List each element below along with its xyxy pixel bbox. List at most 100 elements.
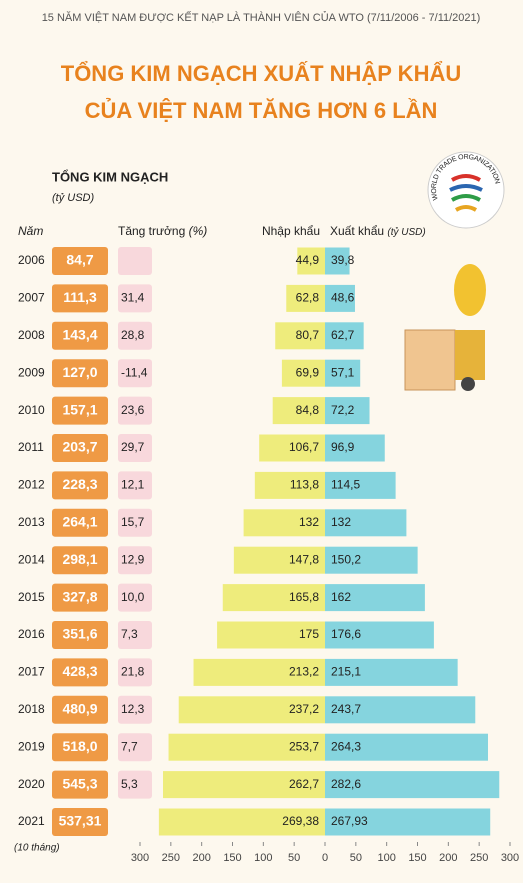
total-box: [52, 396, 108, 425]
growth-label: 10,0: [121, 590, 145, 604]
bar-label: 132: [299, 515, 319, 529]
title-line: TỔNG KIM NGẠCH XUẤT NHẬP KHẨU: [61, 61, 461, 86]
growth-box: [118, 434, 152, 462]
totals-unit: (tỷ USD): [52, 192, 95, 204]
category-label: 2008: [18, 328, 45, 342]
x-tick-label: 50: [288, 852, 300, 864]
bar: [325, 284, 355, 312]
bar: [286, 284, 325, 312]
total-box: [52, 359, 108, 388]
bar-label: 62,7: [331, 328, 355, 342]
bar: [254, 471, 325, 499]
bar-label: 147,8: [289, 552, 319, 566]
bar: [325, 621, 434, 649]
total-label: 157,1: [62, 401, 97, 417]
growth-box: [118, 621, 152, 649]
total-box: [52, 808, 108, 836]
x-tick-label: 250: [162, 852, 180, 864]
category-label: 2016: [18, 627, 45, 641]
category-label: 2014: [18, 552, 45, 566]
bar: [325, 658, 458, 686]
growth-label: 31,4: [121, 291, 145, 305]
logo-stroke: [451, 174, 481, 182]
growth-label: 15,7: [121, 515, 145, 529]
bar-label: 39,8: [331, 253, 355, 267]
bar: [325, 397, 370, 425]
growth-box: [118, 583, 152, 612]
bar: [243, 509, 325, 537]
category-label: 2018: [18, 702, 45, 716]
bar-label: 264,3: [331, 739, 361, 753]
growth-header: Tăng trưởng (%): [118, 224, 207, 238]
bar-label: 262,7: [289, 777, 319, 791]
total-label: 264,1: [62, 514, 97, 530]
bar-label: 269,38: [282, 814, 319, 828]
total-label: 203,7: [62, 439, 97, 455]
category-label: 2007: [18, 291, 45, 305]
bar: [325, 322, 364, 350]
growth-label: 7,7: [121, 739, 138, 753]
bar-label: 175: [299, 627, 319, 641]
growth-label: 12,9: [121, 552, 145, 566]
growth-box: [118, 695, 152, 724]
growth-box: [118, 658, 152, 687]
bar: [325, 584, 425, 612]
growth-box: [118, 546, 152, 575]
total-box: [52, 770, 108, 799]
bar-label: 176,6: [331, 627, 361, 641]
category-label: 2015: [18, 590, 45, 604]
category-label: Năm: [18, 224, 43, 238]
total-label: 84,7: [66, 252, 93, 268]
bar: [297, 247, 325, 275]
x-tick-label: 200: [192, 852, 210, 864]
bar-label: 69,9: [296, 365, 320, 379]
category-label: 2012: [18, 478, 45, 492]
growth-label: 12,3: [121, 702, 145, 716]
bar: [222, 584, 325, 612]
series-header: Xuất khẩu (tỷ USD): [330, 224, 426, 238]
bar: [325, 509, 407, 537]
category-label: 2006: [18, 253, 45, 267]
logo-stroke: [451, 194, 481, 202]
total-label: 480,9: [62, 701, 97, 717]
bar-label: 253,7: [289, 739, 319, 753]
total-box: [52, 471, 108, 500]
bar: [325, 546, 418, 574]
growth-label: 28,8: [121, 328, 145, 342]
total-box: [52, 321, 108, 350]
growth-box: [118, 359, 152, 388]
total-box: [52, 284, 108, 313]
growth-box: [118, 321, 152, 350]
growth-label: -11,4: [121, 365, 148, 379]
growth-box: [118, 471, 152, 500]
growth-label: 29,7: [121, 440, 145, 454]
bar-label: 267,93: [331, 814, 368, 828]
bar: [325, 733, 488, 761]
category-label: 2020: [18, 777, 45, 791]
bar: [325, 359, 361, 387]
box: [404, 329, 456, 391]
total-label: 545,3: [62, 775, 97, 791]
growth-label: 23,6: [121, 403, 145, 417]
bar-label: 162: [331, 590, 351, 604]
growth-name: Tăng trưởng: [118, 224, 185, 238]
bar: [217, 621, 325, 649]
bar-label: 215,1: [331, 665, 361, 679]
bar: [325, 696, 476, 724]
coin: [454, 264, 486, 316]
bar-label: 44,9: [296, 253, 320, 267]
category-label: 2013: [18, 515, 45, 529]
total-box: [52, 434, 108, 462]
bar: [178, 696, 325, 724]
series-name: Xuất khẩu: [330, 224, 384, 238]
logo-stroke: [454, 205, 478, 212]
growth-label: 5,3: [121, 777, 138, 791]
growth-label: 7,3: [121, 627, 138, 641]
bar-label: 132: [331, 515, 351, 529]
bar: [325, 771, 500, 799]
title-line: CỦA VIỆT NAM TĂNG HƠN 6 LẦN: [85, 98, 438, 123]
growth-box: [118, 396, 152, 425]
total-box: [52, 733, 108, 762]
x-tick-label: 200: [439, 852, 457, 864]
